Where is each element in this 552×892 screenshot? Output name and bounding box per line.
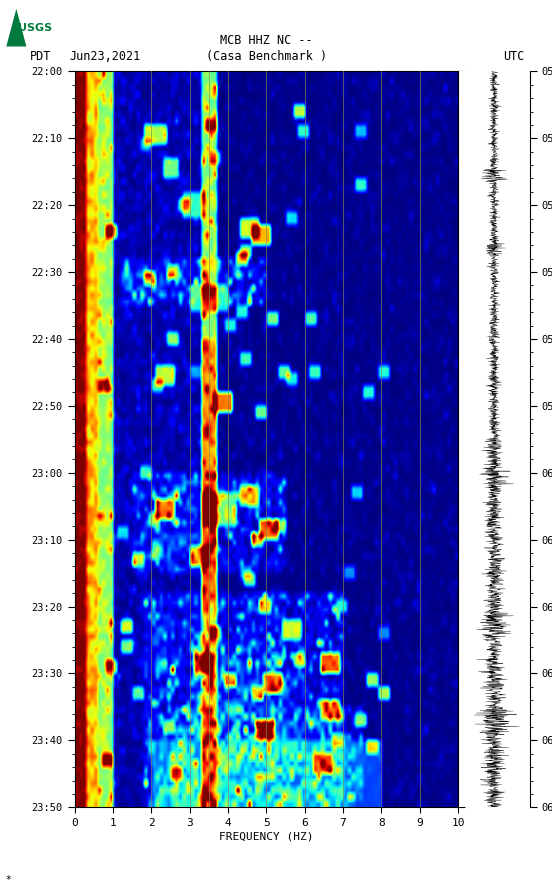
Text: USGS: USGS (18, 22, 52, 33)
Text: MCB HHZ NC --: MCB HHZ NC -- (220, 34, 312, 46)
X-axis label: FREQUENCY (HZ): FREQUENCY (HZ) (219, 832, 314, 842)
Text: PDT: PDT (30, 50, 52, 62)
Text: Jun23,2021: Jun23,2021 (69, 50, 140, 62)
Polygon shape (6, 9, 26, 46)
Text: UTC: UTC (503, 50, 524, 62)
Text: (Casa Benchmark ): (Casa Benchmark ) (206, 50, 327, 62)
Text: *: * (6, 875, 12, 885)
